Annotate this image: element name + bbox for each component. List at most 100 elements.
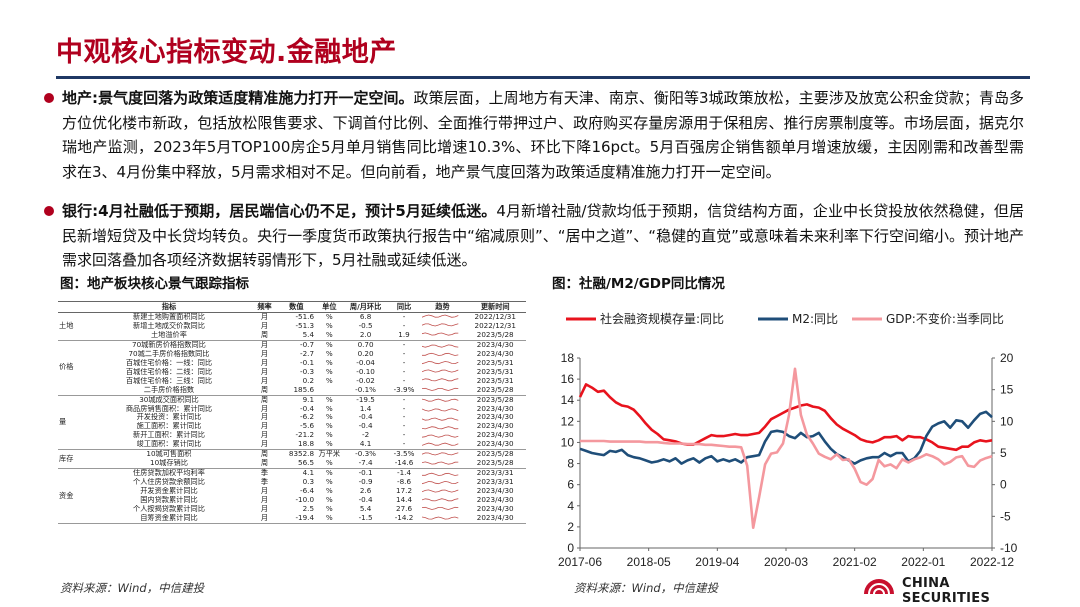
table-cell-date: 2023/5/28 [476,449,514,459]
table-cell: 月 [251,513,278,524]
y-tick-label-right: 20 [1000,351,1014,365]
table-cell: 月 [251,440,278,451]
table-cell [315,385,344,396]
table-cell: 季 [260,478,269,487]
trend-sparkline [421,422,465,431]
table-row: 国内贷款累计同比 月 -10.0% -0.4 14.4 2023/4/30 [58,496,526,505]
source-note-right: 资料来源：Wind，中信建投 [574,581,719,595]
x-tick-label: 2022-12 [970,555,1014,569]
table-cell: - [402,358,406,367]
table-cell: 27.6 [396,505,413,514]
y-tick-label-right: -5 [1000,509,1011,523]
table-cell: -0.3% [355,449,376,459]
y-tick-label-right: 10 [1000,414,1014,428]
trend-sparkline [421,413,465,422]
trend-sparkline [421,377,465,386]
table-cell-date: 2023/4/30 [476,340,514,349]
table-row: 百城住宅价格：二线：同比 月 -0.3% -0.10 - 2023/5/31 [58,368,526,377]
table-cell: % [325,413,333,422]
table-cell: % [325,367,333,376]
table-cell: 月 [260,422,269,431]
table-cell: -2 [361,431,370,440]
y-tick-label-right: 5 [1000,446,1007,460]
table-cell: -0.5 [358,321,373,330]
table-cell: 月 [260,367,269,376]
table-cell: 185.6 [277,385,316,396]
table-cell: 月 [260,496,269,505]
table-cell-date: 2023/5/31 [476,358,514,367]
table-cell: 4.1 [343,440,388,451]
table-cell: - [387,440,421,451]
table-cell: 月 [260,487,269,496]
table-cell: 月 [260,321,269,330]
table-group-label: 价格 [58,340,87,396]
y-tick-label-left: 14 [561,393,575,407]
table-cell: -51.6 [295,312,315,322]
table-cell: -0.4 [358,422,373,431]
table-group-label: 库存 [58,449,87,470]
bullet-dot [44,206,54,216]
table-cell-date: 2023/4/30 [476,349,514,358]
table-row: 库存 10城可售面积周 8352.8 万平米 -0.3% -3.5% 2023/5/28 [58,449,526,470]
table-cell: -2.7 [300,349,315,358]
table-cell-date: 2023/5/28 [476,395,514,404]
trend-sparkline [420,385,465,396]
table-cell: 月 [260,431,269,440]
table-cell: % [325,496,333,505]
table-cell: 新开工面积：累计同比 [133,431,205,440]
china-securities-logo: CHINA SECURITIES [862,572,1030,606]
table-row: 土地溢价率周 5.4% 2.0 1.9 2023/5/28 [58,330,526,341]
table-cell: 18.8 [277,440,316,451]
table-cell: - [402,376,406,385]
table-cell: -0.02 [356,376,375,385]
figure-caption-table: 图：地产板块核心景气跟踪指标 [60,276,249,292]
trend-sparkline [421,313,465,322]
table-cell: -6.4 [300,487,315,496]
tsf-m2-gdp-line-chart: 0 2 4 6 8 10 12 14 16 18 -10 -5 0 5 10 15 20 2017-06 2018-… [558,311,1018,569]
table-cell: 百城住宅价格：三线：同比 [125,376,213,385]
table-cell-date: 2023/5/28 [464,330,526,341]
table-cell: 万平米 [318,449,341,459]
table-cell: 新建土地购置面积同比 [133,312,205,322]
x-tick-label: 2022-01 [901,555,945,569]
table-cell: -0.3 [300,367,315,376]
table-row: 新增土地成交价款同比 月 -51.3% -0.5 - 2022/12/31 [58,322,526,331]
table-cell-date: 2023/3/31 [476,468,514,478]
table-cell: 10城可售面积 [146,449,192,459]
table-cell: % [325,340,333,349]
table-row: 百城住宅价格：三线：同比 月 0.2% -0.02 - 2023/5/31 [58,377,526,386]
table-cell: -19.5 [356,395,375,404]
table-cell: 月 [260,312,269,322]
table-cell: % [315,513,344,524]
x-tick-label: 2020-03 [764,555,808,569]
table-cell: % [325,404,333,413]
table-cell: 施工面积：累计同比 [136,422,202,431]
bullet-real-estate: 地产:景气度回落为政策适度精准施力打开一定空间。政策层面，上周地方有天津、南京、… [44,86,1024,184]
table-cell: 百城住宅价格：一线：同比 [125,358,213,367]
bullet-body: 政策层面，上周地方有天津、南京、衡阳等3城政策放松，主要涉及放宽公积金贷款；青岛… [62,89,1024,181]
table-cell: % [325,505,333,514]
table-cell: -0.9 [358,478,373,487]
table-cell: -5.6 [300,422,315,431]
table-cell: % [325,376,333,385]
trend-sparkline [421,340,465,349]
table-cell: - [402,340,406,349]
table-row: 土地 新建土地购置面积同比月 -51.6% 6.8-2022/12/31 [58,312,526,341]
table-header-cell: 数值 [277,301,316,313]
table-cell: -0.4 [358,413,373,422]
table-cell: 0.20 [357,349,374,358]
table-cell: % [325,349,333,358]
trend-sparkline [421,505,465,514]
table-cell: -0.4 [300,404,315,413]
table-cell: % [325,395,333,404]
y-tick-label-right: 0 [1000,478,1007,492]
table-cell-date: 2023/5/31 [476,376,514,385]
table-cell: 周 [251,330,278,341]
trend-sparkline [421,395,465,404]
table-header-cell: 趋势 [420,301,465,313]
legend-label-tsf: 社会融资规模存量:同比 [600,311,724,326]
table-cell-date: 2023/5/28 [464,385,526,396]
table-cell-date: 2023/4/30 [476,431,514,440]
table-cell: % [315,440,344,451]
bullet-body: 4月新增社融/贷款均低于预期，信贷结构方面，企业中长贷投放依然稳健，但居民新增短… [62,202,1024,269]
